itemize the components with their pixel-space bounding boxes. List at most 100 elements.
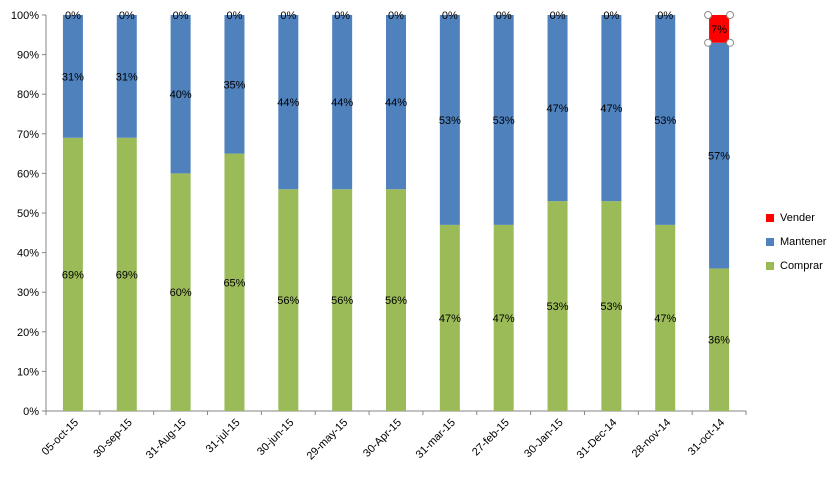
bar-mantener: [62, 15, 83, 138]
legend-item-mantener: Mantener: [766, 230, 826, 254]
data-label-vender: 0%: [550, 10, 566, 22]
bar-mantener: [386, 15, 406, 190]
y-tick-label: 60%: [17, 168, 39, 180]
chart-legend: Vender Mantener Comprar: [766, 206, 826, 278]
bar-mantener: [493, 15, 514, 225]
data-label-mantener: 44%: [385, 97, 407, 109]
x-tick-label: 28-nov-14: [630, 417, 674, 461]
x-tick-label: 27-feb-15: [470, 417, 512, 459]
selection-handle: [726, 11, 735, 19]
bar-comprar: [62, 137, 83, 411]
data-label-vender: 0%: [173, 10, 189, 22]
bar-mantener: [547, 15, 568, 202]
selection-handle: [704, 38, 713, 47]
bar-comprar: [439, 224, 460, 411]
data-label-comprar: 47%: [439, 313, 461, 325]
data-label-comprar: 69%: [62, 269, 84, 281]
data-label-comprar: 56%: [331, 295, 353, 307]
bar-mantener: [439, 15, 460, 225]
bar-mantener: [278, 15, 299, 190]
x-tick-label: 05-oct-15: [40, 417, 81, 458]
data-label-mantener: 31%: [62, 71, 84, 83]
data-label-mantener: 53%: [654, 115, 676, 127]
legend-item-comprar: Comprar: [766, 254, 826, 278]
data-label-vender: 0%: [280, 10, 296, 22]
bar-mantener: [655, 15, 676, 225]
data-label-mantener: 31%: [116, 71, 138, 83]
data-label-mantener: 47%: [600, 103, 622, 115]
data-label-vender: 0%: [496, 10, 512, 22]
data-label-vender: 7%: [711, 24, 727, 36]
data-label-vender: 0%: [388, 10, 404, 22]
bar-mantener: [170, 15, 191, 174]
data-label-comprar: 47%: [654, 313, 676, 325]
bar-mantener: [116, 15, 137, 138]
bar-comprar: [655, 224, 676, 411]
data-label-comprar: 65%: [223, 277, 245, 289]
selection-handle: [726, 38, 735, 47]
bar-vender: [709, 15, 730, 43]
y-tick-label: 30%: [17, 287, 39, 299]
legend-label-mantener: Mantener: [780, 236, 827, 248]
data-label-comprar: 56%: [385, 295, 407, 307]
data-label-vender: 0%: [442, 10, 458, 22]
data-label-mantener: 44%: [331, 97, 353, 109]
legend-swatch-mantener: [766, 238, 774, 246]
bar-comprar: [116, 137, 137, 411]
x-tick-label: 31-oct-14: [686, 417, 727, 458]
data-label-mantener: 53%: [493, 115, 515, 127]
x-tick-label: 30-Jan-15: [522, 417, 566, 461]
selection-handle: [704, 11, 713, 19]
data-label-comprar: 47%: [493, 313, 515, 325]
y-tick-label: 10%: [17, 366, 39, 378]
bar-mantener: [332, 15, 353, 190]
data-label-vender: 0%: [657, 10, 673, 22]
data-label-comprar: 53%: [547, 301, 569, 313]
y-tick-label: 50%: [17, 208, 39, 220]
data-label-mantener: 57%: [708, 151, 730, 163]
data-label-comprar: 36%: [708, 335, 730, 347]
data-label-vender: 0%: [334, 10, 350, 22]
data-label-comprar: 56%: [277, 295, 299, 307]
bar-comprar: [170, 173, 191, 411]
bar-comprar: [601, 201, 622, 411]
x-tick-label: 30-jun-15: [255, 417, 296, 458]
y-tick-label: 100%: [11, 10, 39, 22]
legend-swatch-comprar: [766, 262, 774, 270]
bar-comprar: [332, 189, 353, 411]
data-label-comprar: 69%: [116, 269, 138, 281]
legend-label-comprar: Comprar: [780, 260, 823, 272]
x-tick-label: 31-jul-15: [204, 417, 243, 456]
y-tick-label: 0%: [23, 406, 39, 418]
y-tick-label: 70%: [17, 129, 39, 141]
x-tick-label: 29-may-15: [305, 417, 351, 463]
data-label-vender: 0%: [65, 10, 81, 22]
bar-comprar: [386, 189, 406, 411]
data-label-mantener: 53%: [439, 115, 461, 127]
bar-comprar: [278, 189, 299, 411]
bar-comprar: [224, 153, 245, 411]
x-tick-label: 31-Dec-14: [575, 417, 620, 462]
x-tick-label: 30-Apr-15: [361, 417, 404, 460]
data-label-mantener: 40%: [170, 89, 192, 101]
y-tick-label: 20%: [17, 327, 39, 339]
y-tick-label: 80%: [17, 89, 39, 101]
y-tick-label: 40%: [17, 248, 39, 260]
data-label-vender: 0%: [227, 10, 243, 22]
legend-item-vender: Vender: [766, 206, 826, 230]
x-tick-label: 30-sep-15: [91, 417, 135, 461]
data-label-vender: 0%: [603, 10, 619, 22]
data-label-mantener: 47%: [547, 103, 569, 115]
legend-label-vender: Vender: [780, 212, 815, 224]
legend-swatch-vender: [766, 214, 774, 222]
x-tick-label: 31-Aug-15: [144, 417, 189, 462]
data-label-mantener: 44%: [277, 97, 299, 109]
bar-comprar: [709, 268, 730, 411]
x-tick-label: 31-mar-15: [414, 417, 458, 461]
bar-comprar: [493, 224, 514, 411]
data-label-comprar: 53%: [600, 301, 622, 313]
data-label-vender: 0%: [119, 10, 135, 22]
bar-mantener: [709, 42, 730, 269]
data-label-mantener: 35%: [223, 79, 245, 91]
